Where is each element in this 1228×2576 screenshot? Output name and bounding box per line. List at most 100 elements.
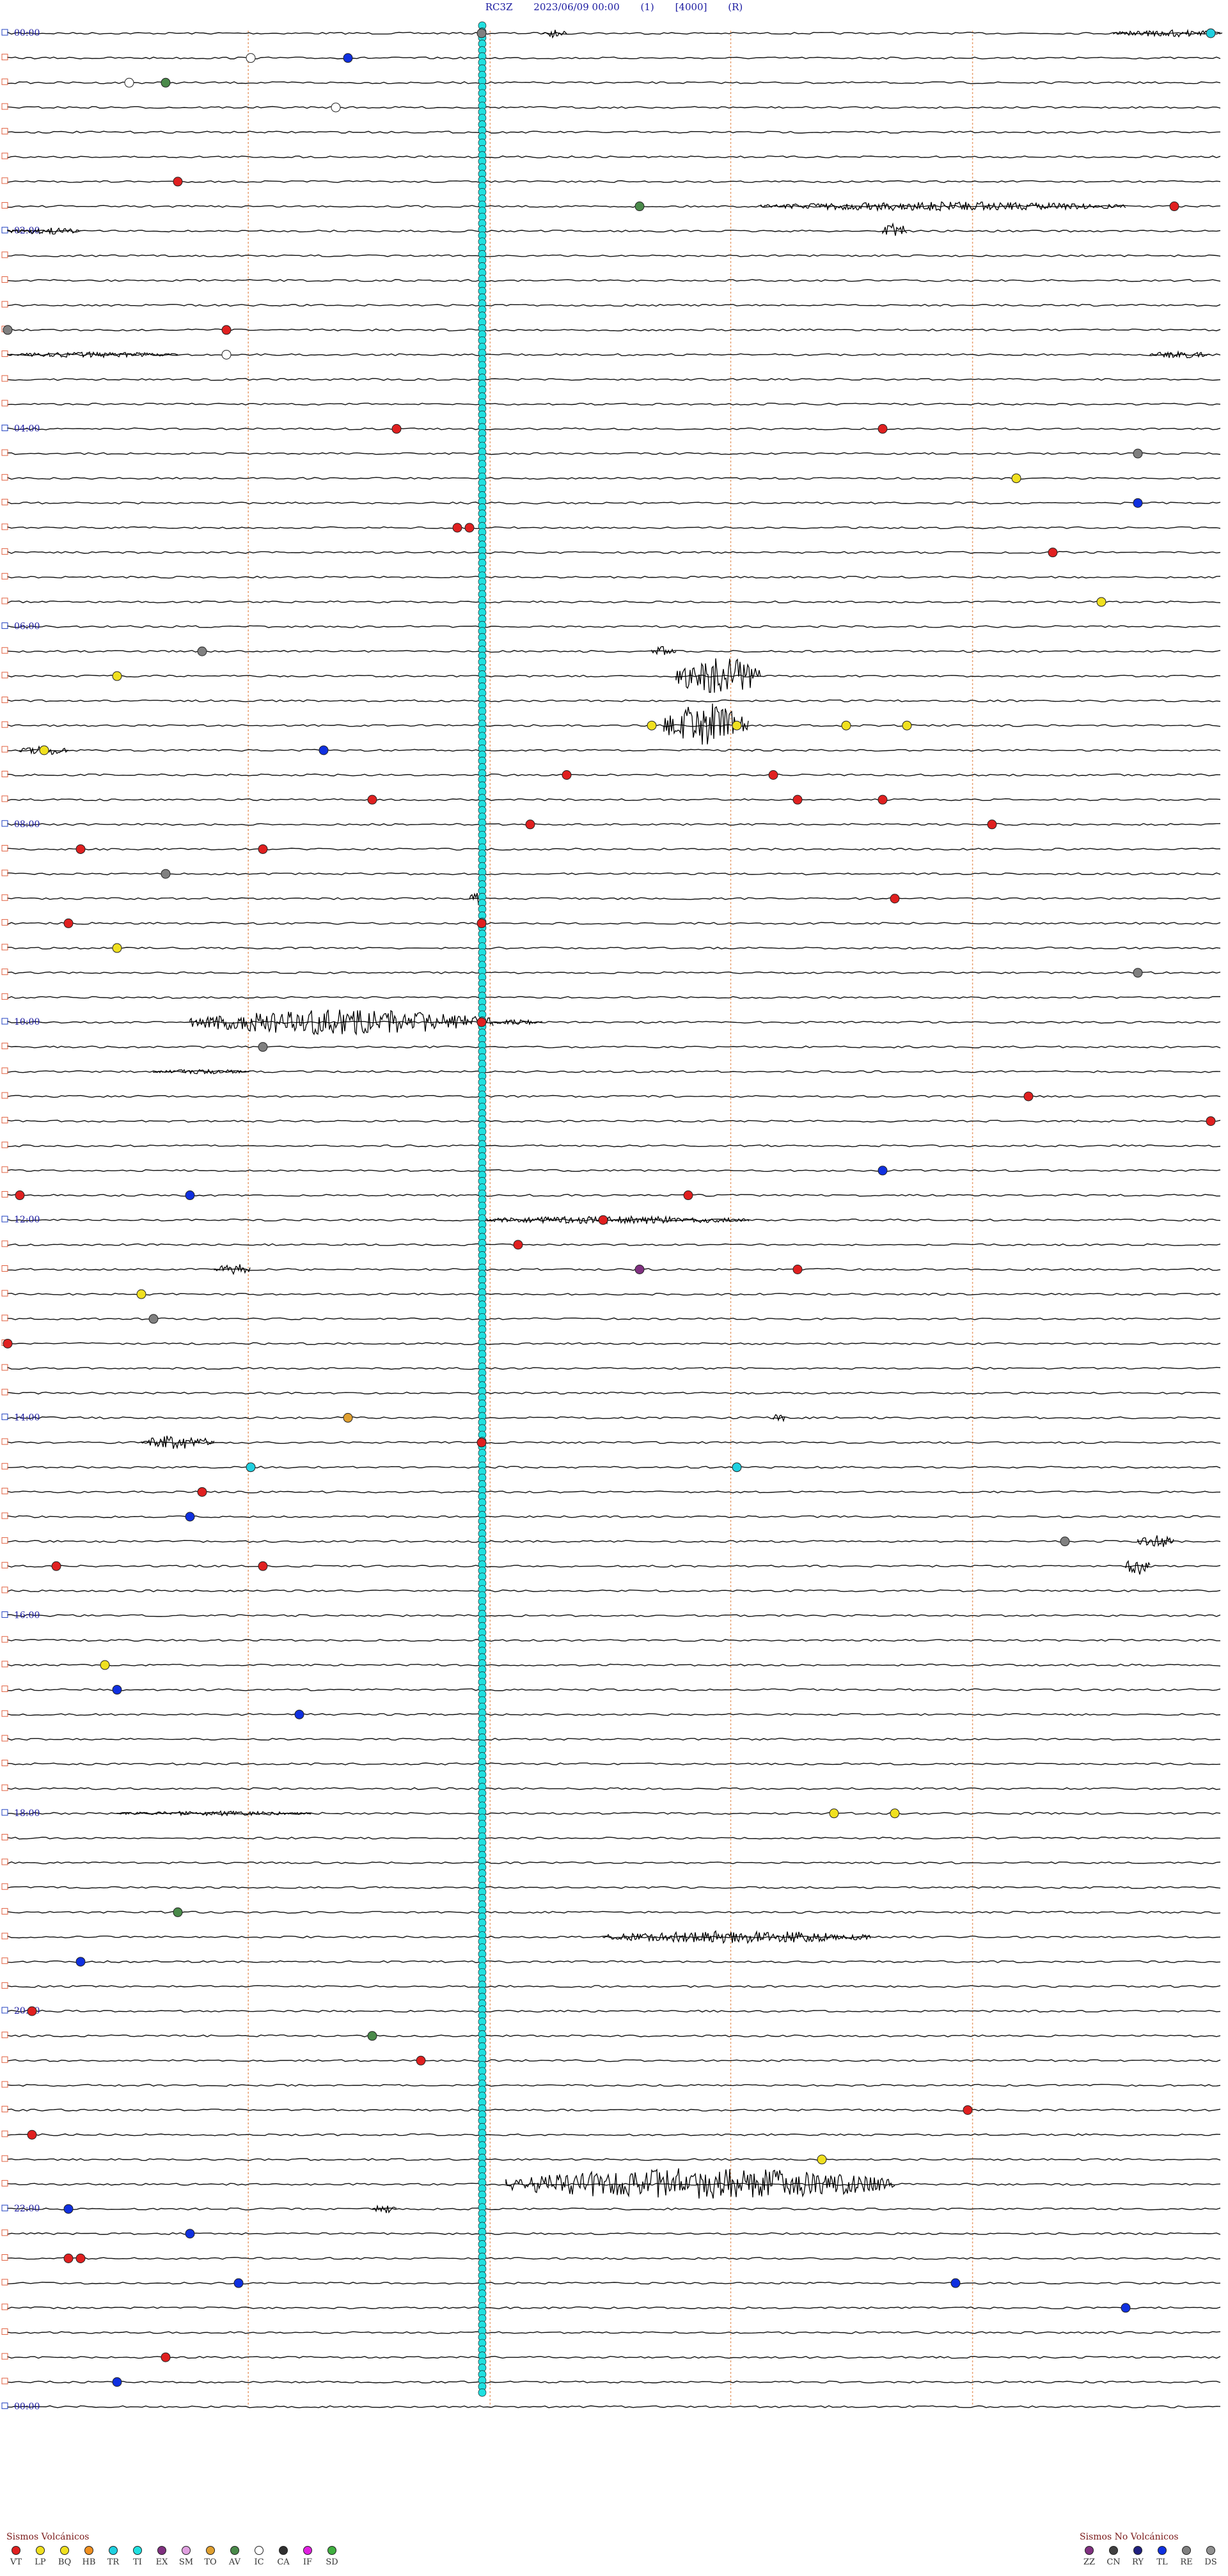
- legend-item-ti: TI: [128, 2546, 147, 2567]
- trace-row: [8, 1812, 1221, 1815]
- hour-label: 12:00: [14, 1215, 40, 1225]
- row-marker: [1, 746, 8, 753]
- legend-swatch: [206, 2546, 215, 2555]
- legend-swatch: [255, 2546, 264, 2555]
- event-marker: [161, 869, 171, 879]
- hour-label: 02:00: [14, 226, 40, 236]
- trace-row: [7, 2355, 1221, 2359]
- waveform-burst: [116, 1810, 312, 1817]
- legend-item-zz: ZZ: [1080, 2546, 1099, 2567]
- trace-row: [7, 1119, 1221, 1123]
- trace-row: [7, 1960, 1221, 1963]
- legend-swatch: [1158, 2546, 1167, 2555]
- trace-row: [7, 81, 1221, 84]
- row-marker: [1, 1018, 8, 1025]
- legend-item-re: RE: [1177, 2546, 1196, 2567]
- hour-label: 08:00: [14, 819, 40, 830]
- waveform-burst: [7, 351, 178, 359]
- event-marker: [161, 77, 171, 88]
- legend-swatch: [84, 2546, 93, 2555]
- row-marker: [1, 1908, 8, 1915]
- trace-row: [7, 31, 1221, 35]
- waveform-burst: [1137, 1535, 1174, 1547]
- trace-row: [7, 2059, 1221, 2062]
- event-marker: [732, 720, 742, 731]
- trace-row: [7, 1985, 1221, 1988]
- row-marker: [1, 29, 8, 36]
- row-marker: [1, 2229, 8, 2236]
- row-marker: [1, 647, 8, 654]
- row-marker: [1, 2155, 8, 2162]
- event-marker: [63, 918, 74, 928]
- waveform-burst: [1125, 1560, 1151, 1575]
- legend-volcanic-title: Sismos Volcánicos: [6, 2532, 90, 2542]
- row-marker: [1, 1760, 8, 1766]
- hour-label: 14:00: [14, 1412, 40, 1423]
- legend-swatch: [230, 2546, 239, 2555]
- event-marker: [1206, 28, 1216, 38]
- waveform-burst: [542, 29, 567, 39]
- event-marker: [3, 1338, 13, 1348]
- waveform-burst: [882, 222, 908, 236]
- event-marker: [221, 325, 232, 335]
- event-marker: [416, 2055, 426, 2066]
- row-marker: [1, 697, 8, 704]
- trace-row: [7, 996, 1220, 999]
- waveform-burst: [760, 201, 1126, 212]
- row-marker: [1, 1067, 8, 1074]
- event-marker: [185, 1512, 195, 1522]
- legend-swatch: [303, 2546, 312, 2555]
- trace-row: [7, 1317, 1221, 1321]
- event-marker: [258, 844, 268, 854]
- event-marker: [452, 523, 462, 533]
- event-marker: [768, 770, 778, 780]
- event-marker: [3, 325, 13, 335]
- trace-row: [7, 2281, 1221, 2285]
- trace-row: [7, 600, 1221, 604]
- trace-row: [7, 748, 1221, 752]
- row-marker: [1, 1389, 8, 1396]
- legend-label: AV: [228, 2557, 241, 2567]
- row-marker: [1, 548, 8, 555]
- trace-row: [7, 1540, 1221, 1543]
- event-marker: [112, 671, 122, 681]
- row-marker: [1, 1117, 8, 1124]
- event-marker: [197, 646, 207, 656]
- trace-row: [7, 551, 1221, 554]
- row-marker: [1, 1438, 8, 1445]
- row-marker: [1, 1636, 8, 1643]
- row-marker: [1, 2007, 8, 2014]
- legend-item-sd: SD: [322, 2546, 342, 2567]
- waveform-burst: [372, 2204, 397, 2214]
- waveform-burst: [189, 1009, 494, 1036]
- hour-label: 18:00: [14, 1808, 40, 1819]
- row-marker: [1, 202, 8, 209]
- event-marker: [124, 77, 134, 88]
- trace-row: [7, 1194, 1221, 1197]
- event-marker: [890, 894, 900, 904]
- legend-label: VT: [10, 2557, 22, 2567]
- row-marker: [1, 128, 8, 135]
- waveform-burst: [7, 227, 81, 235]
- legend-item-av: AV: [225, 2546, 244, 2567]
- event-marker: [367, 2031, 377, 2041]
- trace-row: [7, 1886, 1221, 1889]
- row-marker: [1, 2032, 8, 2039]
- trace-row: [7, 1935, 1221, 1939]
- trace-row: [7, 2158, 1221, 2161]
- row-marker: [1, 1957, 8, 1964]
- row-marker: [1, 2180, 8, 2187]
- trace-row: [7, 1268, 1221, 1271]
- row-marker: [1, 1586, 8, 1593]
- row-marker: [1, 1166, 8, 1173]
- waveform-burst: [214, 1264, 251, 1276]
- event-marker: [476, 1017, 487, 1027]
- event-marker: [647, 720, 657, 731]
- legend-label: CN: [1106, 2557, 1121, 2567]
- row-marker: [1, 226, 8, 233]
- event-marker: [185, 2229, 195, 2239]
- legend-swatch: [60, 2546, 69, 2555]
- legend-label: TO: [204, 2557, 217, 2567]
- row-marker: [1, 1883, 8, 1890]
- event-marker: [331, 102, 341, 113]
